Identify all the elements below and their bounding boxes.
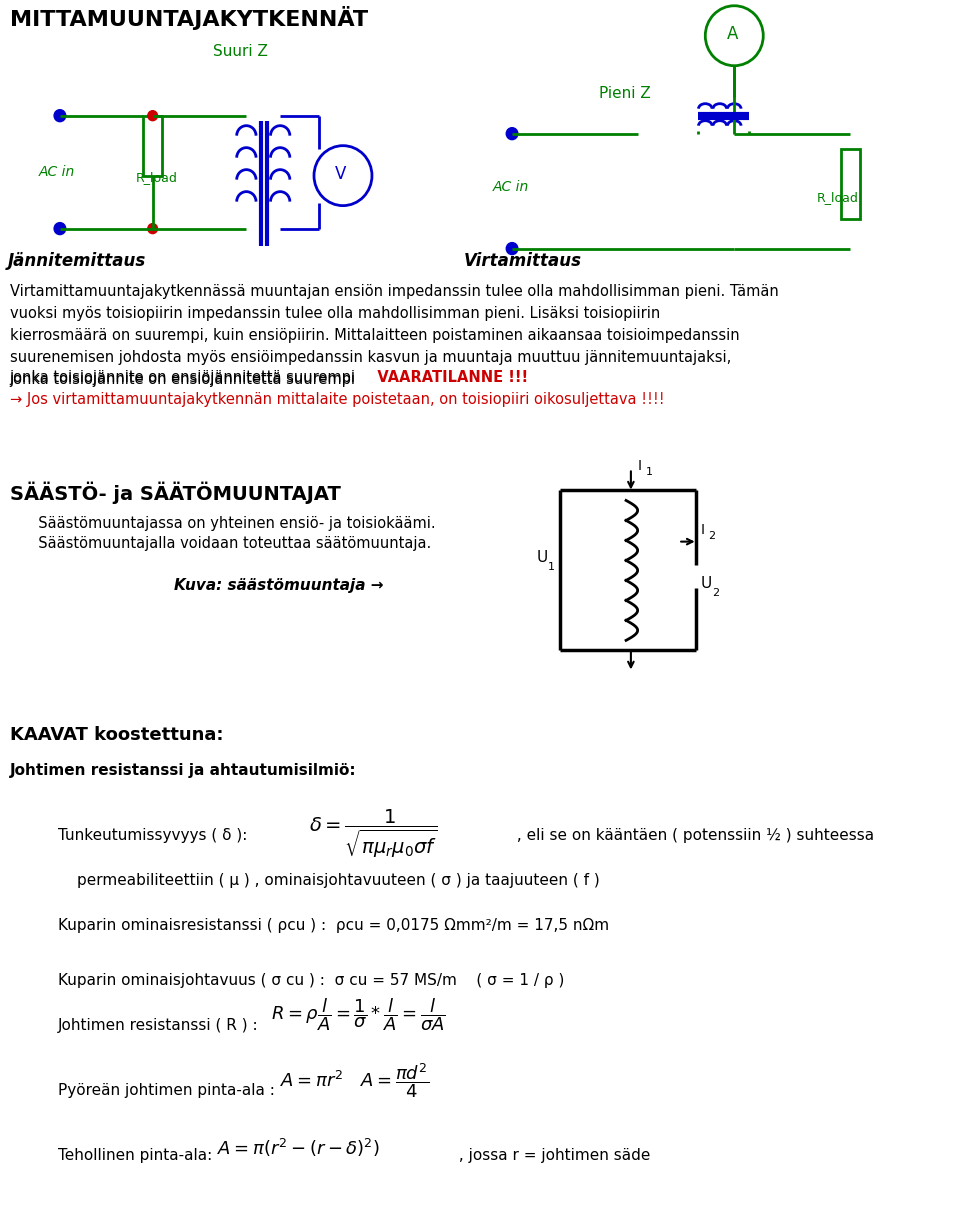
Text: R_load: R_load (816, 191, 858, 204)
Text: V: V (335, 165, 347, 182)
Text: , eli se on kääntäen ( potenssiin ½ ) suhteessa: , eli se on kääntäen ( potenssiin ½ ) su… (512, 828, 875, 844)
Text: Kuparin ominaisjohtavuus ( σ cu ) :  σ cu = 57 MS/m    ( σ = 1 / ρ ): Kuparin ominaisjohtavuus ( σ cu ) : σ cu… (58, 973, 564, 988)
Text: R_load: R_load (135, 171, 178, 183)
Bar (841, 149, 860, 219)
Text: → Jos virtamittamuuntajakytkennän mittalaite poistetaan, on toisiopiiri oikosulj: → Jos virtamittamuuntajakytkennän mittal… (10, 391, 664, 406)
Text: Pyöreän johtimen pinta-ala :: Pyöreän johtimen pinta-ala : (58, 1084, 284, 1098)
Text: suurenemisen johdosta myös ensiöimpedanssin kasvun ja muuntaja muuttuu jännitemu: suurenemisen johdosta myös ensiöimpedans… (10, 349, 731, 364)
Text: A: A (727, 25, 738, 43)
Text: jonka toisiojännite on ensiöjännitettä suurempi: jonka toisiojännite on ensiöjännitettä s… (10, 369, 355, 385)
Circle shape (314, 145, 372, 205)
Text: Kuva: säästömuuntaja →: Kuva: säästömuuntaja → (174, 578, 383, 593)
Text: MITTAMUUNTAJAKYTKENNÄT: MITTAMUUNTAJAKYTKENNÄT (10, 6, 368, 30)
Text: Tehollinen pinta-ala:: Tehollinen pinta-ala: (58, 1148, 222, 1164)
Text: AC in: AC in (38, 165, 75, 178)
Text: Johtimen resistanssi ja ahtautumisilmiö:: Johtimen resistanssi ja ahtautumisilmiö: (10, 764, 356, 779)
Text: U: U (537, 550, 547, 566)
Text: Suuri Z: Suuri Z (212, 44, 268, 59)
Text: , jossa r = johtimen säde: , jossa r = johtimen säde (454, 1148, 651, 1164)
Text: permeabiliteettiin ( μ ) , ominaisjohtavuuteen ( σ ) ja taajuuteen ( f ): permeabiliteettiin ( μ ) , ominaisjohtav… (78, 873, 600, 888)
Text: $A = \pi r^2 \quad A = \dfrac{\pi d^2}{4}$: $A = \pi r^2 \quad A = \dfrac{\pi d^2}{4… (280, 1061, 429, 1100)
Text: Johtimen resistanssi ( R ) :: Johtimen resistanssi ( R ) : (58, 1018, 269, 1033)
Text: SÄÄSTÖ- ja SÄÄTÖMUUNTAJAT: SÄÄSTÖ- ja SÄÄTÖMUUNTAJAT (10, 482, 341, 504)
Text: $R = \rho\dfrac{l}{A} = \dfrac{1}{\sigma} * \dfrac{l}{A} = \dfrac{l}{\sigma A}$: $R = \rho\dfrac{l}{A} = \dfrac{1}{\sigma… (271, 996, 445, 1033)
Text: $\delta = \dfrac{1}{\sqrt{\pi\mu_r\mu_0\sigma f}}$: $\delta = \dfrac{1}{\sqrt{\pi\mu_r\mu_0\… (309, 808, 438, 860)
Text: Jännitemittaus: Jännitemittaus (8, 252, 146, 269)
Text: Tunkeutumissyvyys ( δ ):: Tunkeutumissyvyys ( δ ): (58, 828, 257, 844)
Circle shape (706, 6, 763, 65)
Text: $A = \pi(r^2 - (r-\delta)^2)$: $A = \pi(r^2 - (r-\delta)^2)$ (217, 1137, 380, 1159)
Circle shape (148, 224, 157, 234)
Text: vuoksi myös toisiopiirin impedanssin tulee olla mahdollisimman pieni. Lisäksi to: vuoksi myös toisiopiirin impedanssin tul… (10, 305, 660, 321)
Text: 2: 2 (712, 588, 719, 598)
Text: Virtamittamuuntajakytkennässä muuntajan ensiön impedanssin tulee olla mahdollisi: Virtamittamuuntajakytkennässä muuntajan … (10, 284, 779, 299)
Text: jonka toisiojännite on ensiöjännitettä suurempi: jonka toisiojännite on ensiöjännitettä s… (10, 371, 355, 386)
Circle shape (54, 109, 65, 122)
Circle shape (506, 128, 517, 140)
Circle shape (148, 111, 157, 121)
Text: U: U (701, 576, 711, 590)
Text: I: I (701, 523, 705, 536)
Text: 1: 1 (645, 467, 653, 477)
Text: Säästömuuntajalla voidaan toteuttaa säätömuuntaja.: Säästömuuntajalla voidaan toteuttaa säät… (29, 536, 431, 551)
Text: AC in: AC in (492, 180, 529, 193)
Text: Säästömuuntajassa on yhteinen ensiö- ja toisiokäämi.: Säästömuuntajassa on yhteinen ensiö- ja … (29, 517, 436, 531)
Text: 2: 2 (708, 530, 715, 541)
Bar (143, 116, 162, 176)
Circle shape (506, 242, 517, 255)
Text: KAAVAT koostettuna:: KAAVAT koostettuna: (10, 726, 223, 744)
Text: Virtamittaus: Virtamittaus (464, 252, 582, 269)
Text: Pieni Z: Pieni Z (599, 86, 651, 101)
Text: I: I (637, 460, 641, 474)
Text: 1: 1 (548, 562, 555, 572)
Text: VAARATILANNE !!!: VAARATILANNE !!! (362, 369, 528, 385)
Circle shape (54, 223, 65, 235)
Text: kierrosmäärä on suurempi, kuin ensiöpiirin. Mittalaitteen poistaminen aikaansaa : kierrosmäärä on suurempi, kuin ensiöpiir… (10, 327, 739, 342)
Text: Kuparin ominaisresistanssi ( ρcu ) :  ρcu = 0,0175 Ωmm²/m = 17,5 nΩm: Kuparin ominaisresistanssi ( ρcu ) : ρcu… (58, 918, 609, 934)
